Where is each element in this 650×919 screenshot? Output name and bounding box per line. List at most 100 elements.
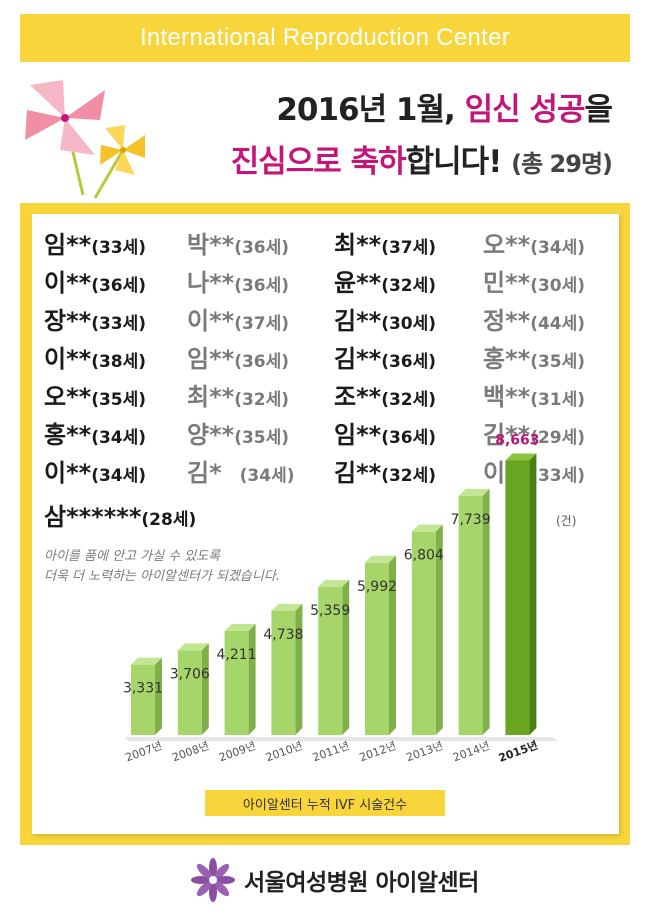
chart-bar-side: [435, 524, 443, 735]
headline-ending: 합니다!: [405, 144, 512, 180]
chart-value-label: 5,992: [357, 579, 397, 595]
headline: 2016년 1월, 임신 성공을 진심으로 축하합니다! (총 29명): [230, 88, 613, 186]
name-entry: 임**(36세): [187, 345, 290, 373]
chart-category-label: 2009년: [217, 739, 257, 764]
chart-bar: [318, 587, 343, 735]
chart-category-label: 2007년: [124, 739, 164, 764]
name-entry: 김**(29세): [483, 421, 586, 449]
chart-bar-top: [365, 555, 396, 563]
chart-caption-text: 아이알센터 누적 IVF 시술건수: [242, 797, 408, 813]
name-column-1: 임**(33세) 이**(36세) 장**(33세) 이**(38세) 오**(…: [44, 226, 146, 492]
name-column-2: 박**(36세) 나**(36세) 이**(37세) 임**(36세) 최**(…: [187, 226, 294, 492]
chart-bar: [458, 495, 483, 735]
headline-accent-congrats: 진심으로 축하: [230, 144, 407, 180]
chart-value-label: 4,211: [217, 647, 257, 663]
name-entry: 홍**(34세): [44, 421, 147, 449]
name-entry: 나**(36세): [187, 269, 290, 297]
chart-bar-top: [505, 453, 537, 461]
chart-bar-top: [131, 657, 162, 665]
name-entry: 조**(32세): [334, 383, 437, 411]
chart-bar: [365, 562, 389, 735]
chart-category-label: 2012년: [358, 739, 398, 764]
footer: 서울여성병원 아이알센터: [190, 858, 479, 902]
chart-bar: [131, 664, 155, 735]
chart-bar-top: [224, 623, 256, 631]
chart-bar-top: [271, 603, 303, 611]
chart-category-label: 2015년: [496, 738, 539, 765]
message-line-2: 더욱 더 노력하는 아이알센터가 되겠습니다.: [44, 569, 280, 584]
chart-floor: [125, 737, 559, 741]
message: 아이를 품에 안고 가실 수 있도록 더욱 더 노력하는 아이알센터가 되겠습니…: [44, 547, 280, 587]
chart-bar-side: [389, 555, 396, 735]
chart-category-label: 2008년: [170, 739, 210, 764]
chart-unit-label: (건): [556, 514, 577, 528]
chart-bar-side: [248, 623, 256, 735]
chart-value-label: 7,739: [451, 512, 491, 528]
name-entry: 이**(36세): [44, 269, 147, 297]
chart-bar: [177, 650, 202, 735]
name-entry: 김**(32세): [334, 459, 437, 487]
name-column-3: 최**(37세) 윤**(32세) 김**(30세) 김**(36세) 조**(…: [334, 226, 436, 492]
name-entry: 민**(30세): [483, 269, 586, 297]
chart-value-label: 3,706: [170, 666, 210, 682]
chart-bar-side: [482, 488, 490, 735]
name-entry: 이**(38세): [44, 345, 147, 373]
headline-line-2: 진심으로 축하합니다! (총 29명): [230, 140, 613, 186]
name-column-4: 오**(34세) 민**(30세) 정**(44세) 홍**(35세) 백**(…: [483, 226, 585, 492]
pinwheel-illustration: [25, 80, 145, 199]
name-entry: 김* (34세): [187, 459, 295, 487]
name-entry: 김**(36세): [334, 345, 437, 373]
chart-category-label: 2011년: [311, 739, 351, 764]
name-entry: 오**(34세): [483, 231, 586, 259]
name-entry: 이**(34세): [44, 459, 147, 487]
chart-bar-side: [155, 657, 162, 735]
chart-value-label: 5,359: [310, 603, 350, 619]
header-banner: International Reproduction Center: [20, 14, 630, 62]
chart-category-label: 2013년: [404, 739, 444, 764]
name-entry: 임**(33세): [44, 231, 147, 259]
name-entry: 오**(35세): [44, 383, 147, 411]
name-entry: 최**(32세): [187, 383, 290, 411]
message-line-1: 아이를 품에 안고 가실 수 있도록: [44, 549, 221, 564]
chart-bar-top: [458, 488, 490, 496]
hospital-logo-icon: [191, 858, 235, 902]
name-entry: 임**(36세): [334, 421, 437, 449]
chart-value-label: 4,738: [263, 627, 303, 643]
name-entry: 박**(36세): [187, 231, 290, 259]
chart-bar-side: [529, 453, 537, 735]
chart-bar: [271, 610, 296, 735]
headline-total-count: (총 29명): [511, 150, 613, 178]
chart-bar: [411, 531, 436, 735]
chart-bar-side: [295, 603, 303, 735]
chart-bar-top: [318, 580, 350, 588]
footer-label: 서울여성병원 아이알센터: [244, 870, 479, 896]
name-entry: 최**(37세): [334, 231, 437, 259]
headline-line-1: 2016년 1월, 임신 성공을: [231, 88, 613, 132]
name-entry: 윤**(32세): [334, 269, 437, 297]
name-entry: 백**(31세): [483, 383, 586, 411]
chart-caption: 아이알센터 누적 IVF 시술건수: [205, 790, 445, 816]
chart-bar-top: [177, 643, 209, 651]
chart-bar-side: [201, 643, 209, 735]
name-entry: 김**(30세): [334, 307, 437, 335]
chart-value-label: 3,331: [123, 681, 163, 697]
chart-category-label: 2010년: [264, 739, 304, 764]
headline-date: 2016년 1월,: [276, 92, 465, 128]
chart-value-label: 8,663: [495, 432, 539, 448]
chart-bar-top: [411, 524, 443, 532]
chart-category-label: 2014년: [451, 739, 491, 764]
name-entry: 양**(35세): [187, 421, 290, 449]
headline-accent-pregnancy: 임신 성공: [464, 92, 586, 128]
name-entry: 장**(33세): [44, 307, 147, 335]
chart-bar: [224, 630, 249, 735]
name-entry: 홍**(35세): [483, 345, 586, 373]
name-entry-last: 삼******(28세): [44, 503, 197, 531]
name-entry: 이**(37세): [187, 307, 290, 335]
name-entry: 정**(44세): [483, 307, 586, 335]
chart-bar: [505, 460, 530, 735]
chart-value-label: 6,804: [404, 548, 444, 564]
chart-bar-side: [342, 580, 350, 735]
banner-title: International Reproduction Center: [139, 24, 511, 51]
headline-particle: 을: [584, 92, 613, 128]
